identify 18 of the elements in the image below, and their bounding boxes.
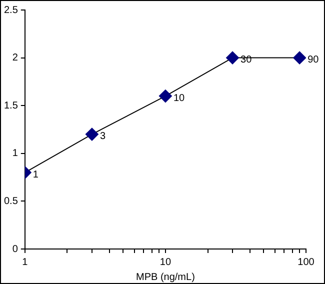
annotation: 30 [240,54,252,66]
y-tick-label: 0 [12,244,18,255]
y-tick-label: 0.5 [4,196,18,207]
x-axis-title: MPB (ng/mL) [136,272,195,283]
point [293,51,306,64]
y-tick-label: 1.5 [4,100,18,112]
x-tick-label: 1 [22,256,28,268]
annotation: 1 [32,169,39,180]
x-tick-label: 100 [298,256,315,268]
annotation: 10 [173,92,186,104]
point [158,90,172,103]
annotation: 90 [308,54,320,66]
y-tick-label: 2 [12,52,18,64]
y-tick-label: 1 [12,148,18,160]
annotation: 3 [100,131,106,142]
y-tick-label: 2.5 [4,4,18,16]
x-tick-label: 10 [160,256,172,268]
point [226,51,240,64]
